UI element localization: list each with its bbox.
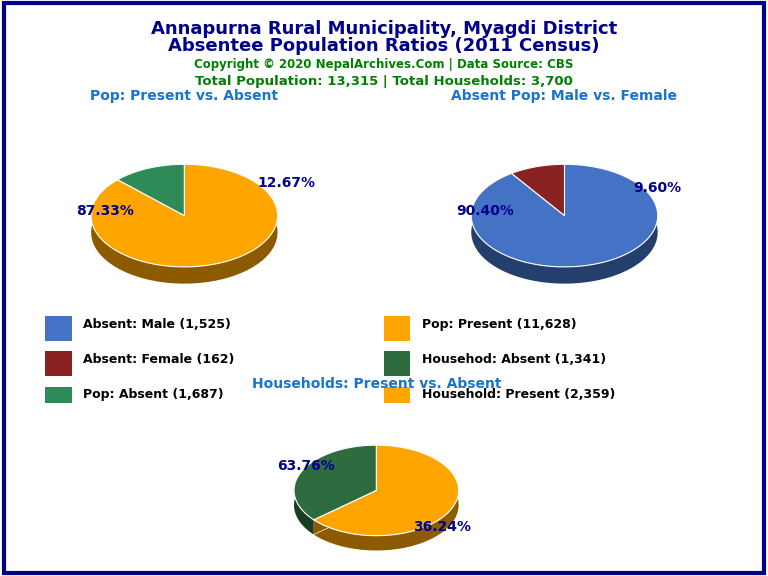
Text: 36.24%: 36.24% <box>413 521 471 535</box>
Polygon shape <box>511 164 564 190</box>
FancyBboxPatch shape <box>45 316 71 341</box>
FancyBboxPatch shape <box>45 351 71 376</box>
Text: Pop: Present (11,628): Pop: Present (11,628) <box>422 318 577 331</box>
Text: Absent: Male (1,525): Absent: Male (1,525) <box>83 318 231 331</box>
Title: Households: Present vs. Absent: Households: Present vs. Absent <box>252 377 501 391</box>
Polygon shape <box>472 164 657 267</box>
Text: Pop: Absent (1,687): Pop: Absent (1,687) <box>83 388 224 401</box>
Text: Annapurna Rural Municipality, Myagdi District: Annapurna Rural Municipality, Myagdi Dis… <box>151 20 617 38</box>
Polygon shape <box>118 164 184 196</box>
Polygon shape <box>91 164 277 283</box>
FancyBboxPatch shape <box>45 386 71 411</box>
Polygon shape <box>118 164 184 215</box>
Text: 12.67%: 12.67% <box>258 176 316 190</box>
Text: 87.33%: 87.33% <box>76 204 134 218</box>
FancyBboxPatch shape <box>384 316 410 341</box>
Text: 90.40%: 90.40% <box>456 204 514 218</box>
FancyBboxPatch shape <box>384 386 410 411</box>
Polygon shape <box>294 445 376 520</box>
Polygon shape <box>91 164 277 267</box>
Polygon shape <box>511 164 564 215</box>
Text: 9.60%: 9.60% <box>634 181 682 195</box>
Title: Absent Pop: Male vs. Female: Absent Pop: Male vs. Female <box>452 89 677 103</box>
Text: Household: Present (2,359): Household: Present (2,359) <box>422 388 615 401</box>
Text: Absent: Female (162): Absent: Female (162) <box>83 353 235 366</box>
Text: 63.76%: 63.76% <box>277 458 336 473</box>
Text: Absentee Population Ratios (2011 Census): Absentee Population Ratios (2011 Census) <box>168 37 600 55</box>
Title: Pop: Present vs. Absent: Pop: Present vs. Absent <box>91 89 278 103</box>
Polygon shape <box>313 445 458 536</box>
Text: Copyright © 2020 NepalArchives.Com | Data Source: CBS: Copyright © 2020 NepalArchives.Com | Dat… <box>194 58 574 71</box>
Text: Total Population: 13,315 | Total Households: 3,700: Total Population: 13,315 | Total Househo… <box>195 75 573 88</box>
Polygon shape <box>472 164 657 283</box>
FancyBboxPatch shape <box>384 351 410 376</box>
Polygon shape <box>294 445 376 535</box>
Polygon shape <box>313 445 458 551</box>
Text: Househod: Absent (1,341): Househod: Absent (1,341) <box>422 353 606 366</box>
